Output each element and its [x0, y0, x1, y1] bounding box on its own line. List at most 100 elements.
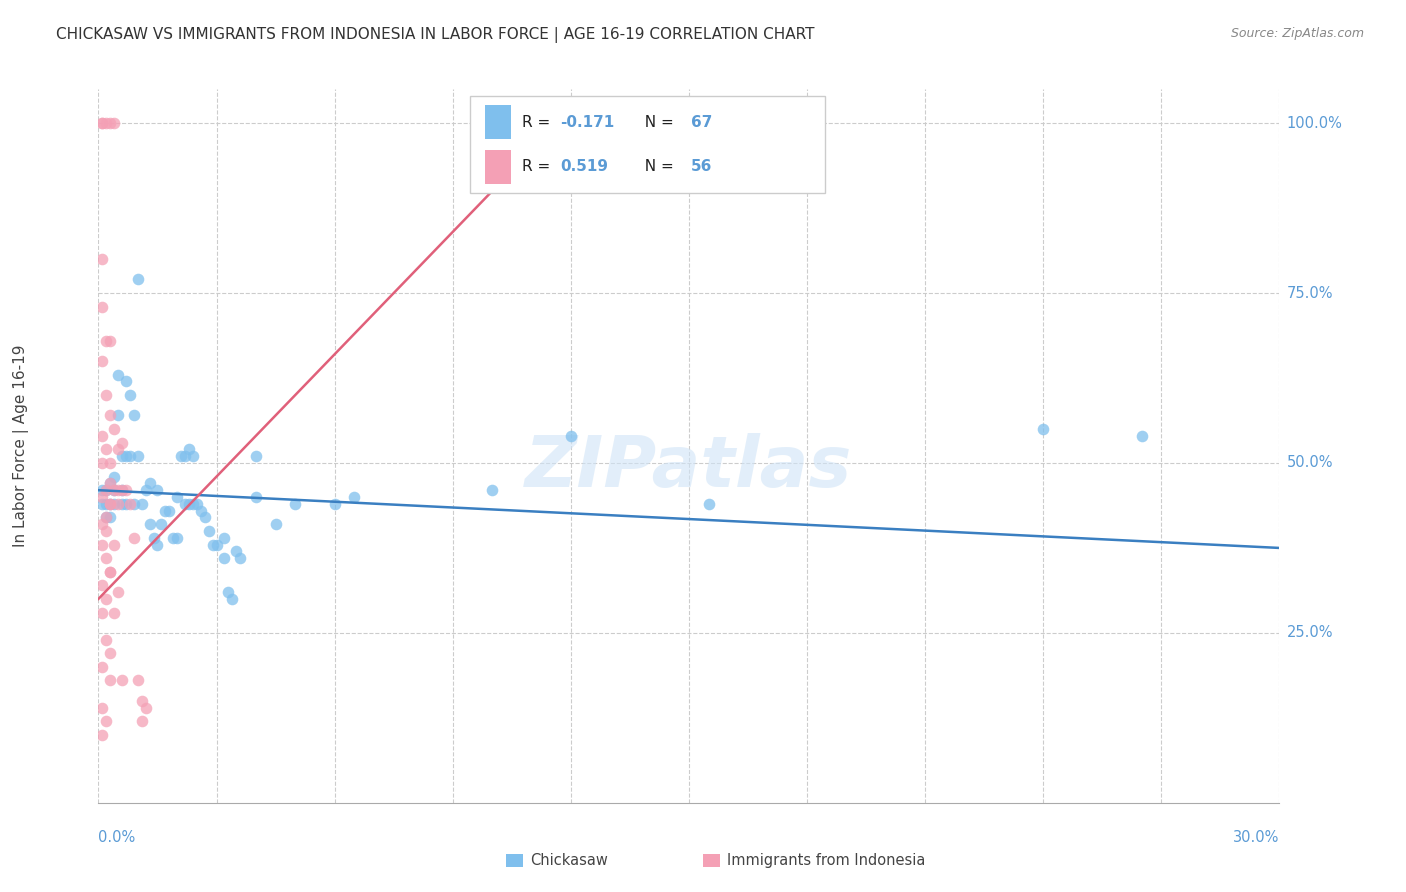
- Point: [98, 116, 121, 130]
- Point: [96, 510, 118, 524]
- Point: [91, 700, 114, 714]
- Point: [91, 300, 114, 314]
- Point: [181, 497, 204, 511]
- Point: [221, 591, 243, 606]
- Point: [131, 714, 153, 729]
- Text: 0.0%: 0.0%: [98, 830, 135, 845]
- Point: [111, 435, 134, 450]
- Point: [98, 646, 121, 660]
- Point: [103, 116, 125, 130]
- Point: [96, 442, 118, 457]
- Point: [91, 537, 114, 551]
- Point: [186, 497, 208, 511]
- FancyBboxPatch shape: [485, 150, 510, 184]
- Point: [127, 272, 149, 286]
- Point: [111, 449, 134, 463]
- Point: [214, 531, 236, 545]
- Point: [205, 537, 228, 551]
- Point: [284, 497, 307, 511]
- Point: [103, 469, 125, 483]
- Point: [107, 483, 129, 498]
- Point: [481, 483, 503, 498]
- Point: [107, 368, 129, 382]
- Point: [115, 497, 138, 511]
- Point: [111, 483, 134, 498]
- Point: [177, 497, 200, 511]
- Text: N =: N =: [634, 114, 678, 129]
- Point: [1130, 429, 1153, 443]
- Point: [91, 497, 114, 511]
- Point: [162, 531, 184, 545]
- Point: [98, 673, 121, 688]
- Point: [98, 334, 121, 348]
- Point: [122, 409, 145, 423]
- Point: [96, 714, 118, 729]
- Point: [201, 537, 224, 551]
- Point: [91, 660, 114, 674]
- Text: Source: ZipAtlas.com: Source: ZipAtlas.com: [1230, 27, 1364, 40]
- Point: [138, 517, 160, 532]
- Point: [98, 565, 121, 579]
- Point: [103, 483, 125, 498]
- Point: [118, 449, 141, 463]
- Text: 0.519: 0.519: [560, 160, 609, 175]
- Point: [91, 456, 114, 470]
- FancyBboxPatch shape: [485, 105, 510, 139]
- Point: [107, 497, 129, 511]
- Point: [98, 409, 121, 423]
- Point: [91, 354, 114, 368]
- Point: [170, 449, 193, 463]
- Point: [91, 728, 114, 742]
- Point: [98, 565, 121, 579]
- Point: [96, 632, 118, 647]
- Point: [103, 606, 125, 620]
- Point: [142, 531, 165, 545]
- Point: [245, 490, 267, 504]
- Text: ZIPatlas: ZIPatlas: [526, 433, 852, 502]
- Point: [91, 606, 114, 620]
- Point: [98, 497, 121, 511]
- Point: [122, 497, 145, 511]
- Point: [111, 673, 134, 688]
- Point: [103, 483, 125, 498]
- Point: [135, 483, 157, 498]
- Text: 56: 56: [692, 160, 713, 175]
- Point: [107, 409, 129, 423]
- Point: [118, 388, 141, 402]
- Point: [91, 483, 114, 498]
- Point: [155, 503, 177, 517]
- Point: [96, 551, 118, 566]
- Point: [98, 497, 121, 511]
- Point: [181, 449, 204, 463]
- Text: 67: 67: [692, 114, 713, 129]
- Text: 30.0%: 30.0%: [1233, 830, 1279, 845]
- Point: [96, 483, 118, 498]
- Text: Chickasaw: Chickasaw: [530, 854, 607, 868]
- Point: [166, 490, 188, 504]
- Point: [96, 116, 118, 130]
- Point: [127, 449, 149, 463]
- Point: [111, 483, 134, 498]
- Text: -0.171: -0.171: [560, 114, 614, 129]
- Point: [118, 497, 141, 511]
- Point: [229, 551, 252, 566]
- Point: [697, 497, 720, 511]
- Point: [194, 510, 217, 524]
- Point: [96, 510, 118, 524]
- Text: 25.0%: 25.0%: [1286, 625, 1333, 640]
- Text: 50.0%: 50.0%: [1286, 456, 1333, 470]
- Point: [91, 116, 114, 130]
- Point: [146, 537, 169, 551]
- Point: [91, 578, 114, 592]
- Point: [91, 429, 114, 443]
- Point: [166, 531, 188, 545]
- Point: [1032, 422, 1054, 436]
- Text: 100.0%: 100.0%: [1286, 116, 1343, 131]
- Point: [146, 483, 169, 498]
- Point: [225, 544, 247, 558]
- Point: [115, 483, 138, 498]
- Point: [91, 517, 114, 532]
- Point: [197, 524, 219, 538]
- Point: [96, 497, 118, 511]
- Point: [135, 700, 157, 714]
